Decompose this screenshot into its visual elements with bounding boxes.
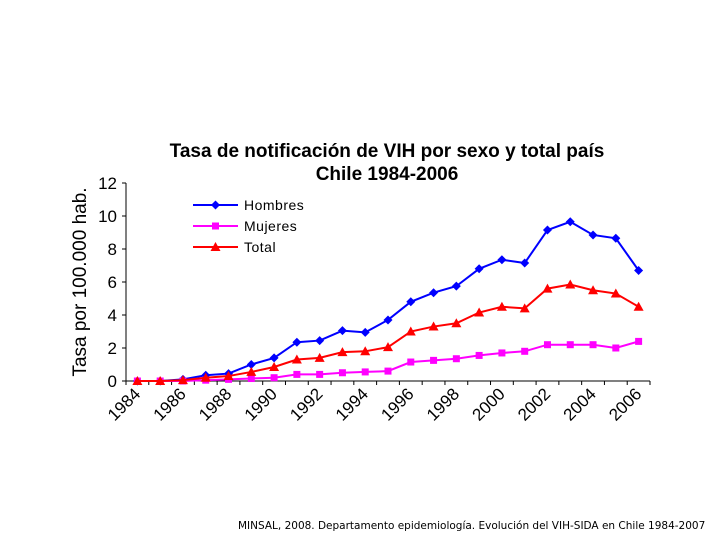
data-point-hombres xyxy=(497,255,507,265)
data-point-mujeres xyxy=(247,375,255,383)
data-point-total xyxy=(451,318,462,328)
legend-marker-mujeres xyxy=(212,222,219,230)
chart-title: Tasa de notificación de VIH por sexo y t… xyxy=(170,141,605,162)
data-point-total xyxy=(246,366,257,376)
data-point-total xyxy=(132,376,143,385)
data-point-hombres xyxy=(360,327,370,337)
legend: Hombres Mujeres Total xyxy=(193,197,304,255)
data-point-hombres xyxy=(611,233,621,243)
x-tick-label: 1998 xyxy=(423,384,463,424)
data-point-total xyxy=(565,279,576,289)
x-tick-label: 2000 xyxy=(469,384,509,424)
x-tick-label: 1988 xyxy=(195,384,235,424)
y-ticks: 0 2 4 6 8 10 12 xyxy=(98,174,126,391)
data-point-mujeres xyxy=(543,341,551,349)
data-point-mujeres xyxy=(521,347,529,355)
source-citation: MINSAL, 2008. Departamento epidemiología… xyxy=(238,520,706,532)
data-point-total xyxy=(588,285,599,295)
x-tick-label: 2002 xyxy=(514,384,554,424)
data-point-hombres xyxy=(451,281,461,291)
data-point-hombres xyxy=(474,264,484,274)
series-layer xyxy=(132,217,644,386)
data-point-total xyxy=(383,342,393,352)
data-point-mujeres xyxy=(361,368,369,376)
data-point-mujeres xyxy=(384,367,392,375)
data-point-total xyxy=(633,301,644,311)
x-tick-label: 1990 xyxy=(241,384,281,424)
data-point-mujeres xyxy=(430,356,438,364)
data-point-total xyxy=(223,371,234,381)
data-point-hombres xyxy=(520,258,530,268)
series-total xyxy=(132,279,644,385)
data-point-hombres xyxy=(315,336,325,346)
data-point-hombres xyxy=(246,360,256,369)
legend-label-total: Total xyxy=(244,239,276,255)
chart-subtitle: Chile 1984-2006 xyxy=(316,164,459,185)
y-tick-label: 8 xyxy=(108,240,117,259)
data-point-total xyxy=(428,321,439,331)
data-point-hombres xyxy=(634,265,644,275)
data-point-mujeres xyxy=(635,337,643,345)
legend-item-total: Total xyxy=(193,239,276,255)
y-tick-label: 0 xyxy=(108,372,117,391)
data-point-total xyxy=(405,326,416,336)
x-tick-label: 2004 xyxy=(560,384,600,424)
x-ticks: 1984 1986 1988 1990 1992 1994 1996 1998 2000 2002… xyxy=(104,381,651,425)
x-tick-label: 1992 xyxy=(286,384,326,424)
data-point-total xyxy=(291,354,302,364)
data-point-total xyxy=(542,283,553,293)
data-point-hombres xyxy=(588,230,598,240)
data-point-mujeres xyxy=(589,341,597,349)
x-tick-label: 1986 xyxy=(150,384,190,424)
data-point-hombres xyxy=(406,297,416,307)
data-point-mujeres xyxy=(316,370,324,378)
data-point-hombres xyxy=(337,326,347,336)
data-point-mujeres xyxy=(270,374,278,382)
data-point-hombres xyxy=(383,315,393,325)
y-tick-label: 6 xyxy=(108,273,117,292)
data-point-mujeres xyxy=(498,349,506,357)
legend-item-mujeres: Mujeres xyxy=(193,218,297,234)
legend-item-hombres: Hombres xyxy=(193,197,304,213)
legend-marker-total xyxy=(210,242,221,251)
data-point-hombres xyxy=(565,217,575,227)
y-tick-label: 4 xyxy=(108,306,117,325)
legend-label-hombres: Hombres xyxy=(244,197,304,213)
y-tick-label: 10 xyxy=(98,207,117,226)
data-point-hombres xyxy=(542,225,552,235)
series-line-hombres xyxy=(137,220,640,382)
data-point-mujeres xyxy=(452,355,460,363)
data-point-mujeres xyxy=(566,341,574,349)
data-point-total xyxy=(155,376,166,385)
y-tick-label: 12 xyxy=(98,174,117,193)
legend-marker-hombres xyxy=(211,200,220,210)
data-point-total xyxy=(337,347,348,357)
legend-label-mujeres: Mujeres xyxy=(244,218,297,234)
series-hombres xyxy=(132,217,644,386)
data-point-hombres xyxy=(292,337,302,347)
data-point-hombres xyxy=(269,353,279,363)
x-tick-label: 2006 xyxy=(605,384,645,424)
data-point-total xyxy=(314,352,325,362)
series-line-total xyxy=(137,283,640,382)
data-point-total xyxy=(269,361,280,371)
data-point-total xyxy=(474,307,485,317)
data-point-mujeres xyxy=(612,344,620,352)
data-point-total xyxy=(177,375,188,385)
data-point-total xyxy=(519,303,530,313)
data-point-mujeres xyxy=(338,369,346,377)
x-tick-label: 1994 xyxy=(332,384,372,424)
y-tick-label: 2 xyxy=(108,339,117,358)
y-axis-label: Tasa por 100.000 hab. xyxy=(70,187,91,376)
data-point-total xyxy=(610,288,621,298)
x-tick-label: 1996 xyxy=(377,384,417,424)
data-point-total xyxy=(360,346,371,356)
data-point-mujeres xyxy=(407,358,415,366)
data-point-total xyxy=(496,301,507,311)
data-point-hombres xyxy=(429,288,439,298)
data-point-mujeres xyxy=(293,370,301,378)
data-point-total xyxy=(200,372,211,382)
data-point-mujeres xyxy=(475,351,483,359)
